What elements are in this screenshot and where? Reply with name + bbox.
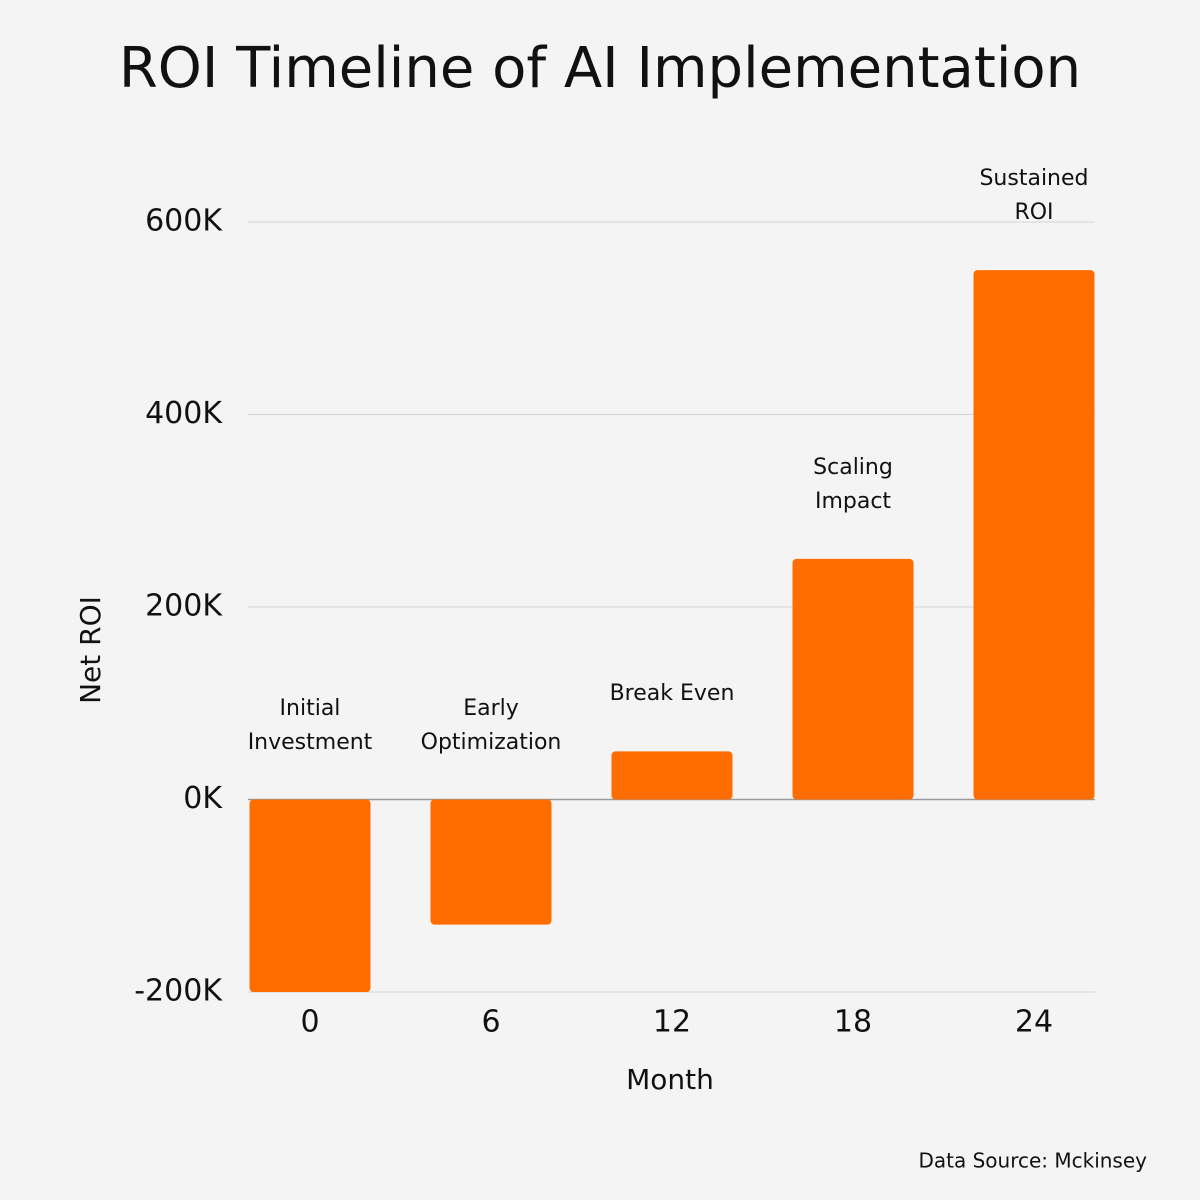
bar: [430, 799, 552, 925]
y-tick-label: -200K: [134, 974, 223, 1009]
bar-annotation-box: Initial Investment: [247, 695, 373, 755]
x-tick-label: 24: [1015, 1005, 1053, 1040]
bar: [611, 751, 733, 800]
bar-annotation-box: Early Optimization: [420, 695, 562, 755]
source-note: Data Source: Mckinsey: [918, 1149, 1147, 1173]
x-tick-label: 18: [834, 1005, 872, 1040]
bar-annotation: Initial Investment: [247, 695, 373, 755]
bar: [973, 270, 1095, 800]
y-axis-title: Net ROI: [74, 596, 107, 704]
y-tick-label: 0K: [183, 781, 223, 816]
y-tick-label: 200K: [145, 589, 223, 624]
bar-annotation: Break Even: [609, 681, 735, 707]
y-tick-label: 600K: [145, 204, 223, 239]
bar: [249, 799, 371, 992]
bar: [792, 558, 914, 800]
bar-annotation: Early Optimization: [420, 695, 562, 755]
x-tick-label: 0: [300, 1005, 319, 1040]
bar-annotation-box: Break Even: [609, 681, 735, 707]
y-tick-label: 400K: [145, 396, 223, 431]
bar-annotation: Sustained ROI: [979, 166, 1089, 226]
x-axis-title: Month: [626, 1063, 714, 1096]
x-tick-label: 6: [481, 1005, 500, 1040]
x-tick-label: 12: [653, 1005, 691, 1040]
bar-annotation: Scaling Impact: [813, 454, 893, 514]
bar-annotation-box: Scaling Impact: [813, 454, 893, 514]
bar-annotation-box: Sustained ROI: [979, 166, 1089, 226]
chart-title: ROI Timeline of AI Implementation: [119, 36, 1081, 101]
